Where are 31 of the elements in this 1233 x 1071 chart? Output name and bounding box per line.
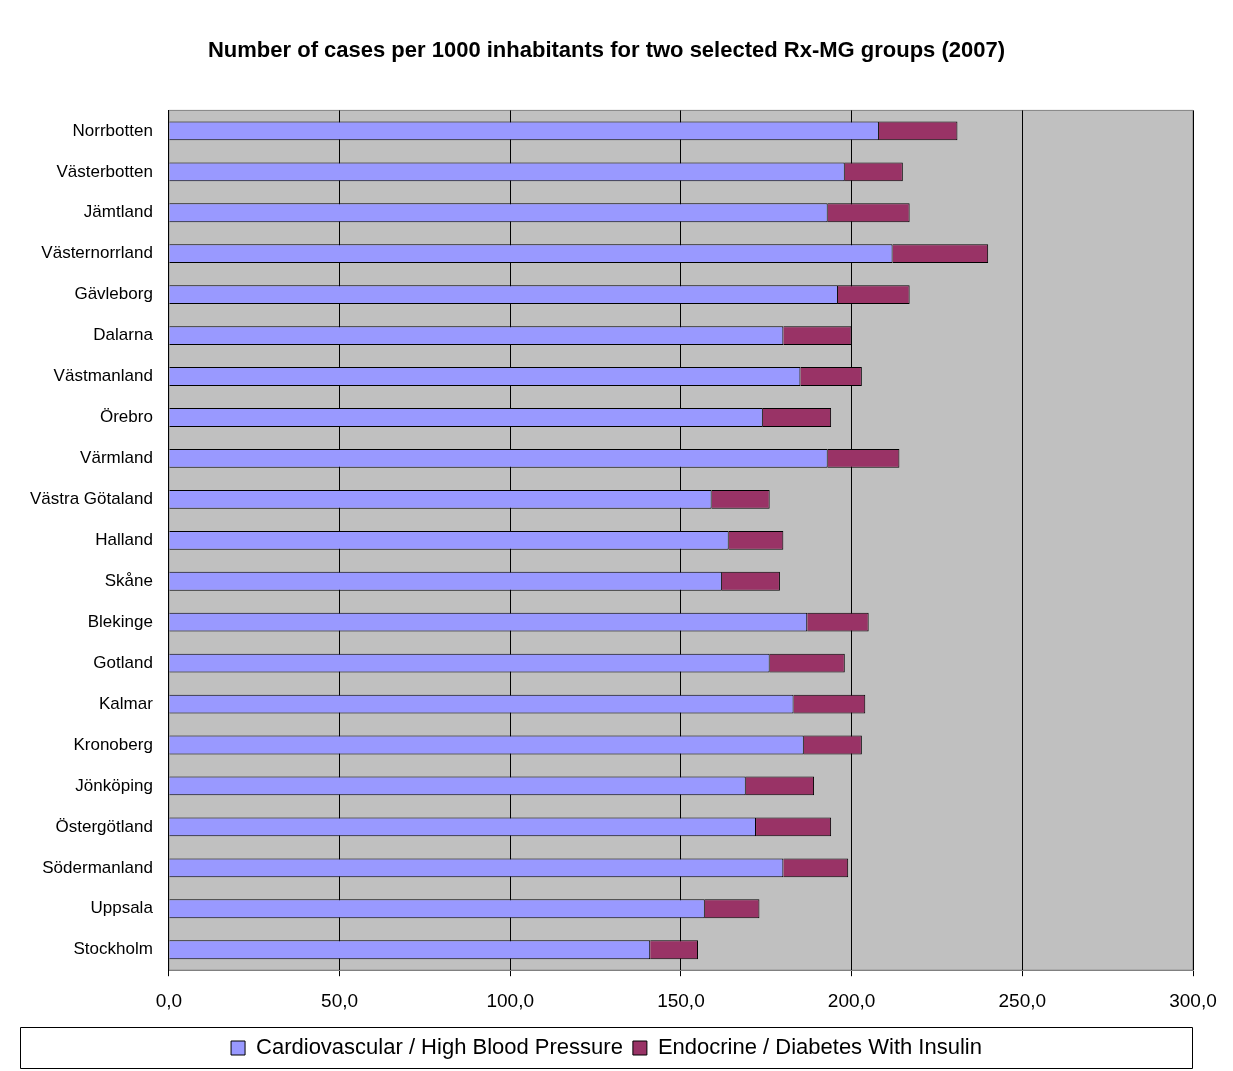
y-tick-label: Västra Götaland bbox=[29, 489, 153, 509]
x-tick-label: 150,0 bbox=[657, 989, 705, 1011]
y-tick-label: Kronoberg bbox=[73, 734, 153, 754]
x-tick-label: 300,0 bbox=[1169, 989, 1217, 1011]
legend-label: Endocrine / Diabetes With Insulin bbox=[657, 1034, 982, 1060]
y-tick-label: Kalmar bbox=[98, 693, 154, 713]
y-tick-label: Örebro bbox=[99, 407, 153, 427]
y-tick-label: Gävleborg bbox=[74, 284, 153, 304]
y-tick-label: Västmanland bbox=[53, 366, 153, 386]
y-tick-label: Jönköping bbox=[75, 775, 153, 795]
y-tick-label: Gotland bbox=[93, 652, 153, 672]
y-tick-label: Västerbotten bbox=[56, 161, 153, 181]
y-tick-label: Skåne bbox=[104, 570, 153, 590]
x-tick-label: 200,0 bbox=[827, 989, 876, 1011]
chart-title: Number of cases per 1000 inhabitants for two selected Rx-MG groups (2007) bbox=[207, 37, 1006, 63]
x-tick-label: 250,0 bbox=[998, 989, 1047, 1011]
x-tick-label: 50,0 bbox=[321, 989, 359, 1011]
y-tick-label: Norrbotten bbox=[72, 120, 153, 140]
y-tick-label: Östergötland bbox=[55, 816, 153, 836]
y-tick-label: Västernorrland bbox=[41, 243, 153, 263]
y-tick-label: Stockholm bbox=[73, 939, 153, 959]
y-tick-label: Dalarna bbox=[93, 325, 154, 345]
y-tick-label: Uppsala bbox=[90, 898, 154, 918]
y-tick-label: Södermanland bbox=[42, 857, 153, 877]
y-tick-label: Värmland bbox=[80, 448, 153, 468]
x-tick-label: 0,0 bbox=[155, 989, 183, 1011]
y-tick-label: Blekinge bbox=[87, 611, 153, 631]
y-tick-label: Halland bbox=[95, 529, 153, 549]
y-tick-label: Jämtland bbox=[83, 202, 153, 222]
legend-label: Cardiovascular / High Blood Pressure bbox=[256, 1034, 623, 1060]
x-tick-label: 100,0 bbox=[486, 989, 535, 1011]
